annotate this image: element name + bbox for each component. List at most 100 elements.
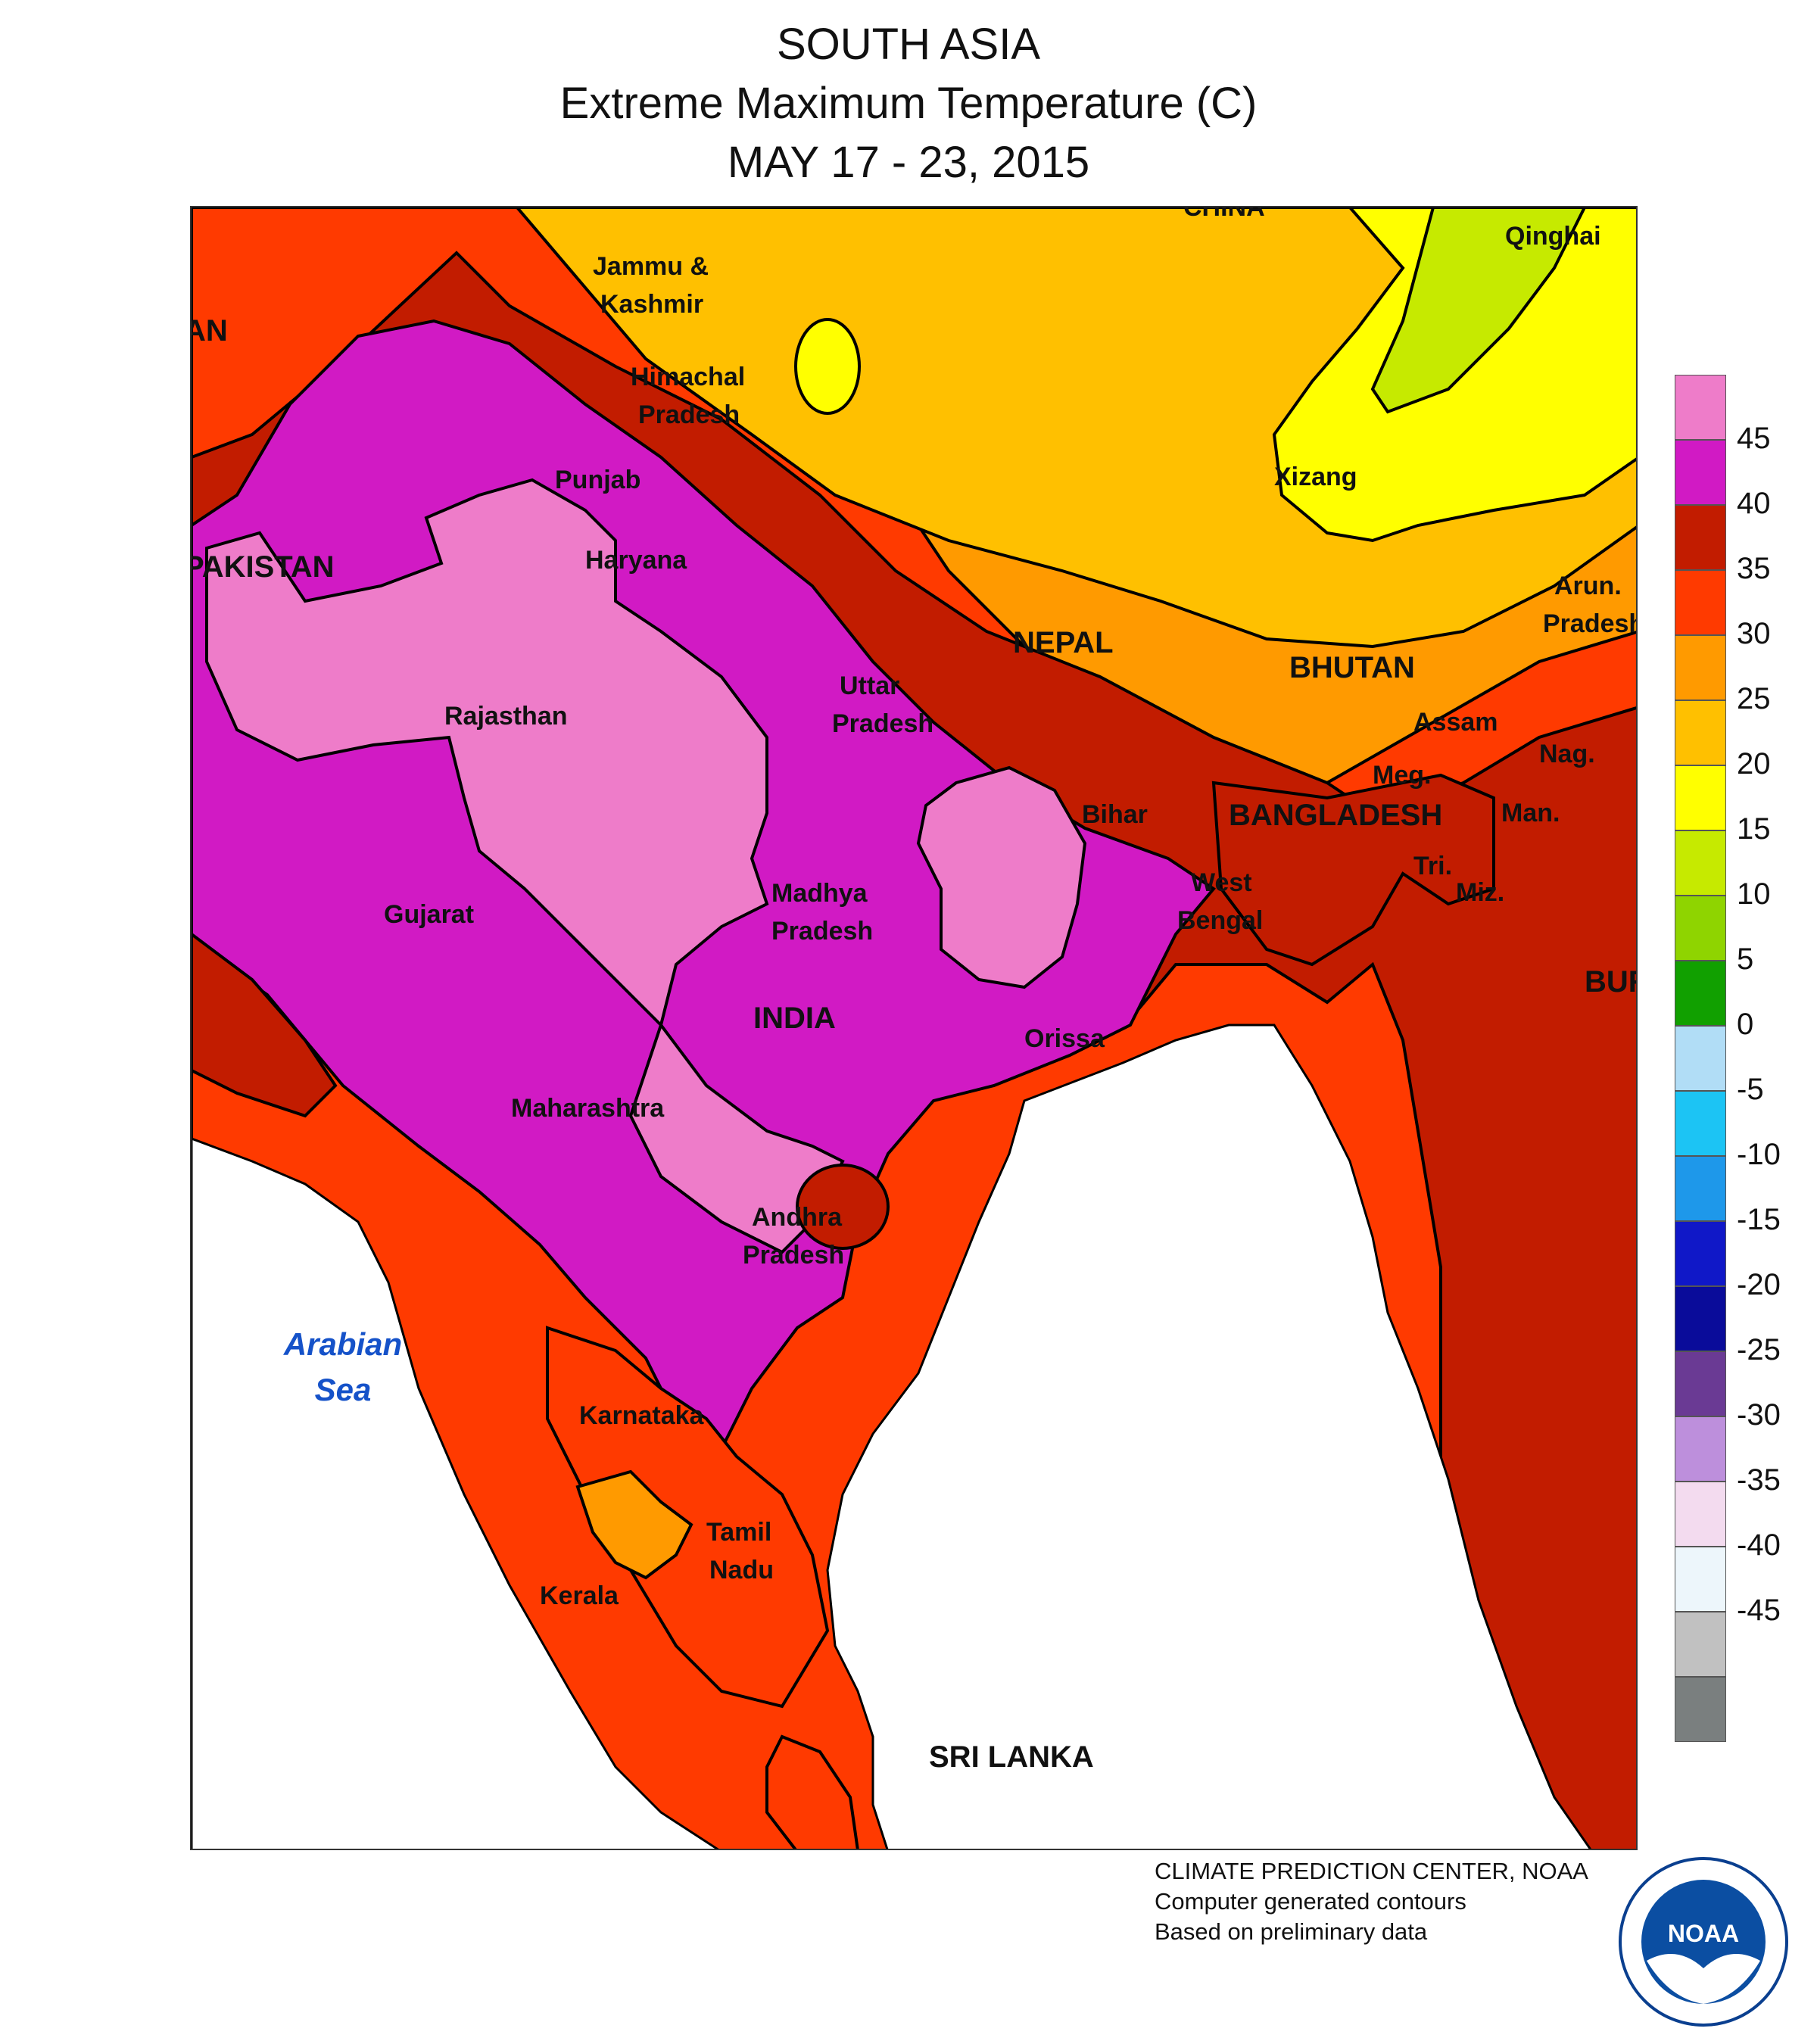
label-burma-partial: BUR [1585,965,1636,999]
label-afghanistan-partial: AN [192,314,228,347]
map-canvas [192,207,1636,1849]
legend-swatch [1675,505,1726,570]
legend-swatch [1675,1221,1726,1286]
label-uttar-line2: Pradesh [832,709,934,738]
legend-tick-label: 30 [1737,617,1771,650]
zone-bihar-45plus [916,765,1087,989]
label-madhya-line2: Pradesh [771,917,874,946]
label-jammu-line2: Kashmir [600,290,704,319]
title-line-region: SOUTH ASIA [776,20,1041,69]
label-pakistan: PAKISTAN [190,550,335,584]
zone-gujarat-coast-35-40 [192,932,338,1118]
legend-tick-label: -15 [1737,1203,1781,1236]
label-nepal: NEPAL [1013,626,1114,659]
legend-tick-label: 20 [1737,747,1771,781]
zone-sri-lanka-30-35 [765,1734,859,1849]
legend-tick-label: -35 [1737,1463,1781,1497]
label-india: INDIA [753,1002,836,1035]
label-bihar: Bihar [1082,800,1148,829]
legend-tick-label: 40 [1737,487,1771,520]
label-mizoram: Miz. [1456,878,1505,907]
zone-bangladesh-35-40 [1211,773,1495,967]
legend-swatch [1675,375,1726,440]
label-sri-lanka: SRI LANKA [929,1740,1094,1774]
label-manipur: Man. [1501,799,1560,827]
label-rajasthan: Rajasthan [444,702,568,731]
label-nagaland: Nag. [1539,740,1595,768]
noaa-logo: NOAA [1619,1857,1788,2027]
label-himachal-line1: Himachal [631,363,746,391]
label-gujarat: Gujarat [384,900,475,929]
legend-tick-label: -25 [1737,1333,1781,1366]
legend-swatch [1675,896,1726,961]
legend-swatch [1675,1286,1726,1351]
legend-tick-label: -10 [1737,1138,1781,1171]
label-tripura: Tri. [1413,852,1453,880]
zone-andhra-35-40 [796,1164,890,1250]
temperature-map: CHINA AN Jammu & Kashmir Himachal Prades… [190,206,1638,1850]
legend-swatch [1675,1482,1726,1547]
legend-tick-label: 0 [1737,1008,1754,1041]
legend-swatch [1675,1026,1726,1091]
label-west-bengal-line2: Bengal [1177,906,1264,935]
water-arabian-sea [192,1137,719,1849]
label-meghalaya: Meg. [1373,761,1432,790]
label-assam: Assam [1413,708,1498,737]
label-tamil-line2: Nadu [709,1556,774,1584]
credit-line-data: Based on preliminary data [1155,1918,1428,1945]
legend-tick-label: -20 [1737,1268,1781,1301]
zone-karnataka-25-30 [575,1469,693,1580]
label-xizang: Xizang [1274,463,1357,491]
label-uttar-line1: Uttar [840,671,900,700]
zone-yellow-blob [794,318,861,415]
legend-swatch [1675,570,1726,635]
legend-tick-label: 10 [1737,877,1771,911]
label-kerala: Kerala [540,1581,619,1610]
water-bay-of-bengal [826,1024,1592,1849]
label-jammu-line1: Jammu & [593,252,709,281]
zone-qinghai-10-15 [1370,207,1587,414]
legend-swatch [1675,961,1726,1026]
legend-swatch [1675,765,1726,830]
legend-tick-label: 15 [1737,812,1771,846]
legend-swatch [1675,830,1726,896]
label-arabian-sea-line1: Arabian [283,1326,403,1362]
legend-swatch [1675,1091,1726,1156]
map-title: SOUTH ASIA Extreme Maximum Temperature (… [0,15,1817,192]
title-line-dates: MAY 17 - 23, 2015 [727,138,1090,187]
legend-tick-label: 5 [1737,943,1754,976]
label-punjab: Punjab [555,466,641,494]
label-arabian-sea: Arabian Sea [275,1322,411,1413]
legend-tick-label: 25 [1737,682,1771,715]
label-china: CHINA [1183,206,1265,222]
legend-swatch [1675,1547,1726,1612]
label-arunachal-line1: Arun. [1554,572,1622,600]
label-tamil-line1: Tamil [706,1518,772,1547]
legend-swatch [1675,1156,1726,1221]
label-maharashtra: Maharashtra [511,1094,665,1123]
legend-swatch [1675,1677,1726,1742]
label-west-bengal-line1: West [1191,868,1252,897]
label-haryana: Haryana [585,546,687,575]
label-himachal-line2: Pradesh [638,400,740,429]
legend-tick-label: 35 [1737,552,1771,585]
label-qinghai: Qinghai [1505,222,1601,251]
logo-text: NOAA [1668,1920,1739,1947]
legend-tick-label: -30 [1737,1398,1781,1432]
legend-tick-label: -45 [1737,1594,1781,1627]
legend-swatch [1675,700,1726,765]
label-bangladesh: BANGLADESH [1229,799,1443,832]
credit-line-method: Computer generated contours [1155,1888,1466,1915]
legend-swatch [1675,635,1726,700]
legend-tick-label: 45 [1737,422,1771,455]
label-madhya-line1: Madhya [771,879,868,908]
label-arabian-sea-line2: Sea [314,1372,372,1407]
zone-rajasthan-45plus [205,478,845,1254]
label-arunachal-line2: Pradesh [1543,609,1638,638]
label-bhutan: BHUTAN [1289,651,1415,684]
label-andhra-line1: Andhra [752,1203,842,1232]
credits: CLIMATE PREDICTION CENTER, NOAA Computer… [1155,1856,1588,1947]
legend-swatch [1675,1351,1726,1416]
title-line-variable: Extreme Maximum Temperature (C) [559,79,1258,128]
legend-swatch [1675,1612,1726,1677]
